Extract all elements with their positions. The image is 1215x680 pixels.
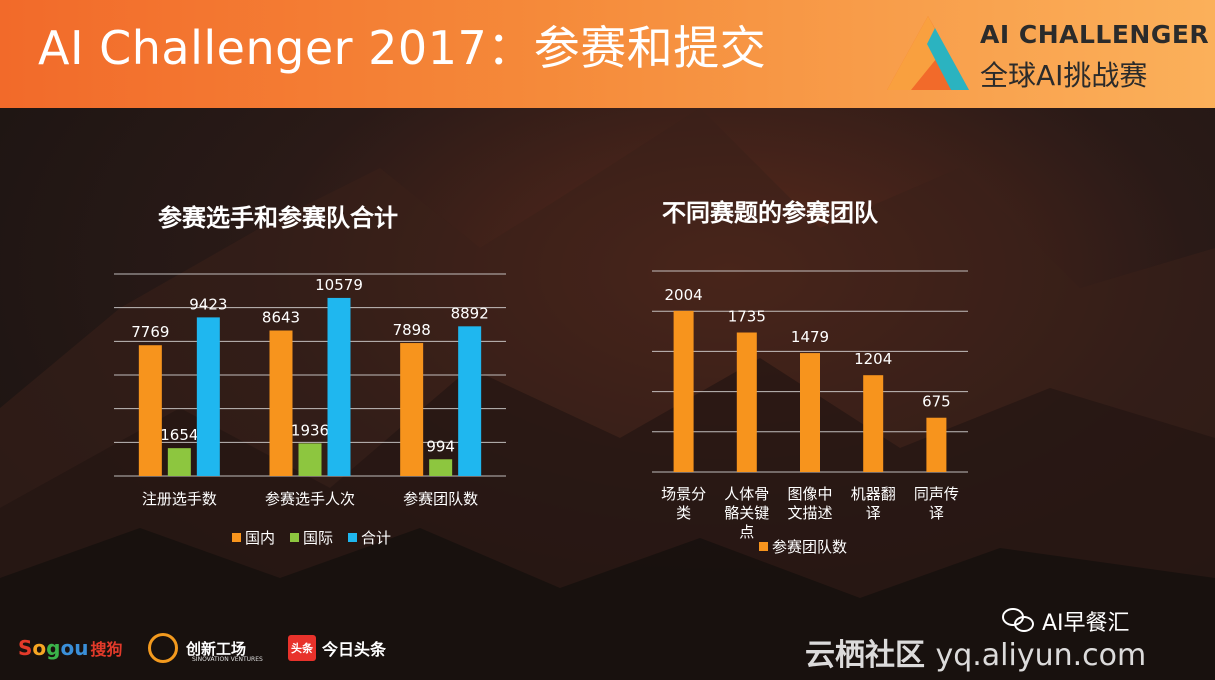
bar-国内: [138, 345, 162, 476]
sogou-letter-s: S: [18, 636, 33, 660]
slide-title: AI Challenger 2017：参赛和提交: [38, 21, 767, 75]
data-label: 7769: [131, 323, 169, 341]
sinovation-circle-icon: [148, 633, 178, 663]
data-label: 1479: [791, 328, 829, 346]
sogou-letter-ou: ou: [60, 636, 89, 660]
bar-国际: [429, 459, 453, 476]
legend-swatch: [759, 542, 768, 551]
bar-国际: [298, 443, 322, 476]
legend-label: 参赛团队数: [772, 538, 847, 556]
category-label-line: 点: [739, 523, 754, 541]
bar-合计: [458, 326, 482, 476]
category-label-line: 类: [676, 504, 691, 522]
category-label-line: 图像中: [787, 485, 832, 503]
bar-参赛团队数: [673, 310, 694, 472]
data-label: 675: [922, 393, 951, 411]
bar-参赛团队数: [863, 375, 884, 472]
category-label-line: 同声传: [914, 485, 959, 503]
category-label-line: 译: [929, 504, 944, 522]
data-label: 8892: [451, 304, 489, 322]
ai-challenger-logo: AI CHALLENGER 全球AI挑战赛: [885, 14, 1209, 94]
category-label: 机器翻译: [851, 485, 896, 522]
wechat-account: AI早餐汇: [1002, 605, 1130, 637]
category-label-line: 骼关键: [724, 504, 769, 522]
bar-国际: [167, 448, 191, 476]
category-label: 注册选手数: [142, 490, 217, 508]
triangle-logo-icon: [887, 16, 969, 90]
sinovation-text: 创新工场: [186, 639, 247, 658]
data-label: 9423: [189, 295, 227, 313]
slide-header: AI Challenger 2017：参赛和提交 AI CHALLENGER 全…: [0, 0, 1215, 108]
bar-参赛团队数: [800, 353, 820, 472]
legend-swatch: [290, 533, 299, 542]
data-label: 7898: [393, 321, 431, 339]
data-label: 1654: [160, 426, 198, 444]
chart-2-title: 不同赛题的参赛团队: [662, 199, 878, 227]
category-label-line: 人体骨: [724, 485, 769, 503]
legend-swatch: [348, 533, 357, 542]
toutiao-box-icon: 头条: [288, 635, 316, 661]
logo-text-cn: 全球AI挑战赛: [980, 59, 1148, 92]
sogou-letter-g: g: [46, 636, 61, 660]
sogou-text-cn: 搜狗: [90, 640, 123, 659]
wechat-account-name: AI早餐汇: [1042, 611, 1130, 636]
data-label: 1936: [291, 421, 329, 439]
bar-参赛团队数: [926, 417, 947, 472]
bar-合计: [327, 297, 351, 476]
bar-合计: [196, 317, 220, 476]
category-label-line: 场景分: [661, 485, 706, 503]
category-label-line: 译: [866, 504, 881, 522]
sinovation-subtext: SINOVATION VENTURES: [192, 656, 263, 663]
data-label: 2004: [665, 286, 703, 304]
category-label: 同声传译: [914, 485, 959, 522]
bar-国内: [400, 343, 424, 476]
data-label: 10579: [315, 276, 363, 294]
category-label: 图像中文描述: [787, 485, 832, 522]
category-label: 人体骨骼关键点: [724, 485, 769, 541]
data-label: 1735: [728, 308, 766, 326]
toutiao-logo: 头条 今日头条: [288, 628, 386, 668]
category-label: 参赛团队数: [403, 490, 478, 508]
legend-label: 国内: [245, 529, 275, 547]
category-label: 场景分类: [661, 485, 706, 522]
category-label-line: 机器翻: [851, 485, 896, 503]
sinovation-logo: 创新工场 SINOVATION VENTURES: [148, 628, 263, 668]
legend-label: 合计: [361, 529, 391, 547]
watermark-url: yq.aliyun.com: [935, 638, 1147, 673]
bar-参赛团队数: [736, 332, 757, 472]
sogou-letter-o: o: [32, 636, 47, 660]
bar-国内: [269, 330, 293, 476]
category-label: 参赛选手人次: [265, 490, 355, 508]
chart-1-title: 参赛选手和参赛队合计: [158, 204, 398, 232]
toutiao-text: 今日头条: [322, 640, 387, 659]
legend-swatch: [232, 533, 241, 542]
legend-label: 国际: [303, 529, 333, 547]
category-label-line: 文描述: [787, 504, 832, 522]
wechat-icon: [1002, 608, 1036, 634]
data-label: 8643: [262, 309, 300, 327]
watermark-cn: 云栖社区: [805, 638, 925, 673]
watermark: 云栖社区 yq.aliyun.com: [805, 630, 1146, 674]
logo-text-en: AI CHALLENGER: [980, 20, 1210, 49]
data-label: 1204: [854, 350, 892, 368]
data-label: 994: [426, 437, 455, 455]
